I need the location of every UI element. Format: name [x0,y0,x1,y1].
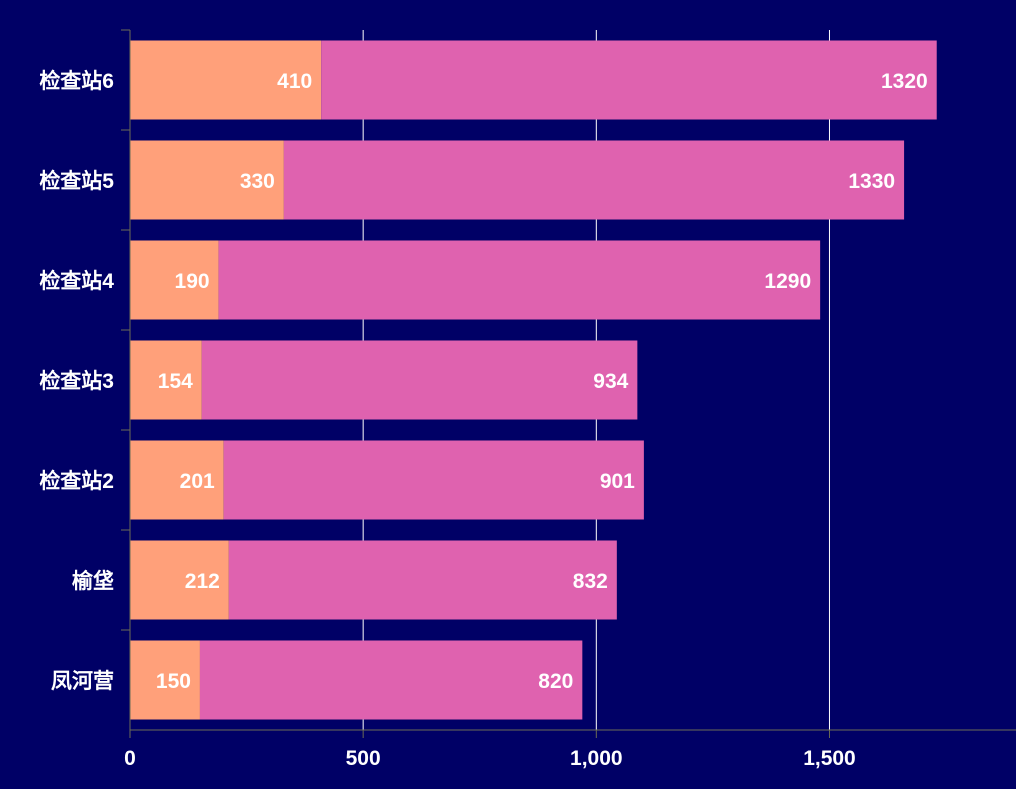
bar-segment [223,440,644,520]
category-label: 榆垡 [72,569,114,593]
data-label: 1320 [881,70,928,93]
bar-segment [283,140,905,220]
bar-segment [130,40,322,120]
category-label: 检查站2 [39,469,114,493]
bar-segment [199,640,583,720]
bar-segment [228,540,617,620]
data-label: 1290 [764,270,811,293]
data-label: 330 [240,170,275,193]
bar-segment [130,640,200,720]
bar-segment [130,540,229,620]
bar-segment [130,140,284,220]
x-tick-label: 0 [124,747,136,770]
category-label: 检查站5 [39,169,114,193]
data-label: 820 [538,670,573,693]
bar-segment [218,240,821,320]
bar-segment [130,340,202,420]
bar-segment [130,440,224,520]
x-tick-label: 1,000 [570,747,623,770]
data-label: 1330 [848,170,895,193]
data-label: 901 [600,470,635,493]
data-label: 832 [573,570,608,593]
bars-layer: 410 1320 330 1330 190 1290 154 934 201 901 212 832 1… [130,40,937,720]
x-tick-label: 1,500 [803,747,856,770]
data-label: 410 [277,70,312,93]
category-label: 检查站3 [39,369,114,393]
data-label: 190 [175,270,210,293]
bar-segment [130,240,219,320]
data-label: 154 [158,370,193,393]
category-label: 检查站4 [39,269,114,293]
bar-segment [201,340,638,420]
data-label: 150 [156,670,191,693]
data-label: 212 [185,570,220,593]
data-label: 934 [593,370,628,393]
x-tick-label: 500 [346,747,381,770]
data-label: 201 [180,470,215,493]
category-label: 凤河营 [51,669,114,693]
bar-segment [321,40,937,120]
category-label: 检查站6 [39,69,114,93]
